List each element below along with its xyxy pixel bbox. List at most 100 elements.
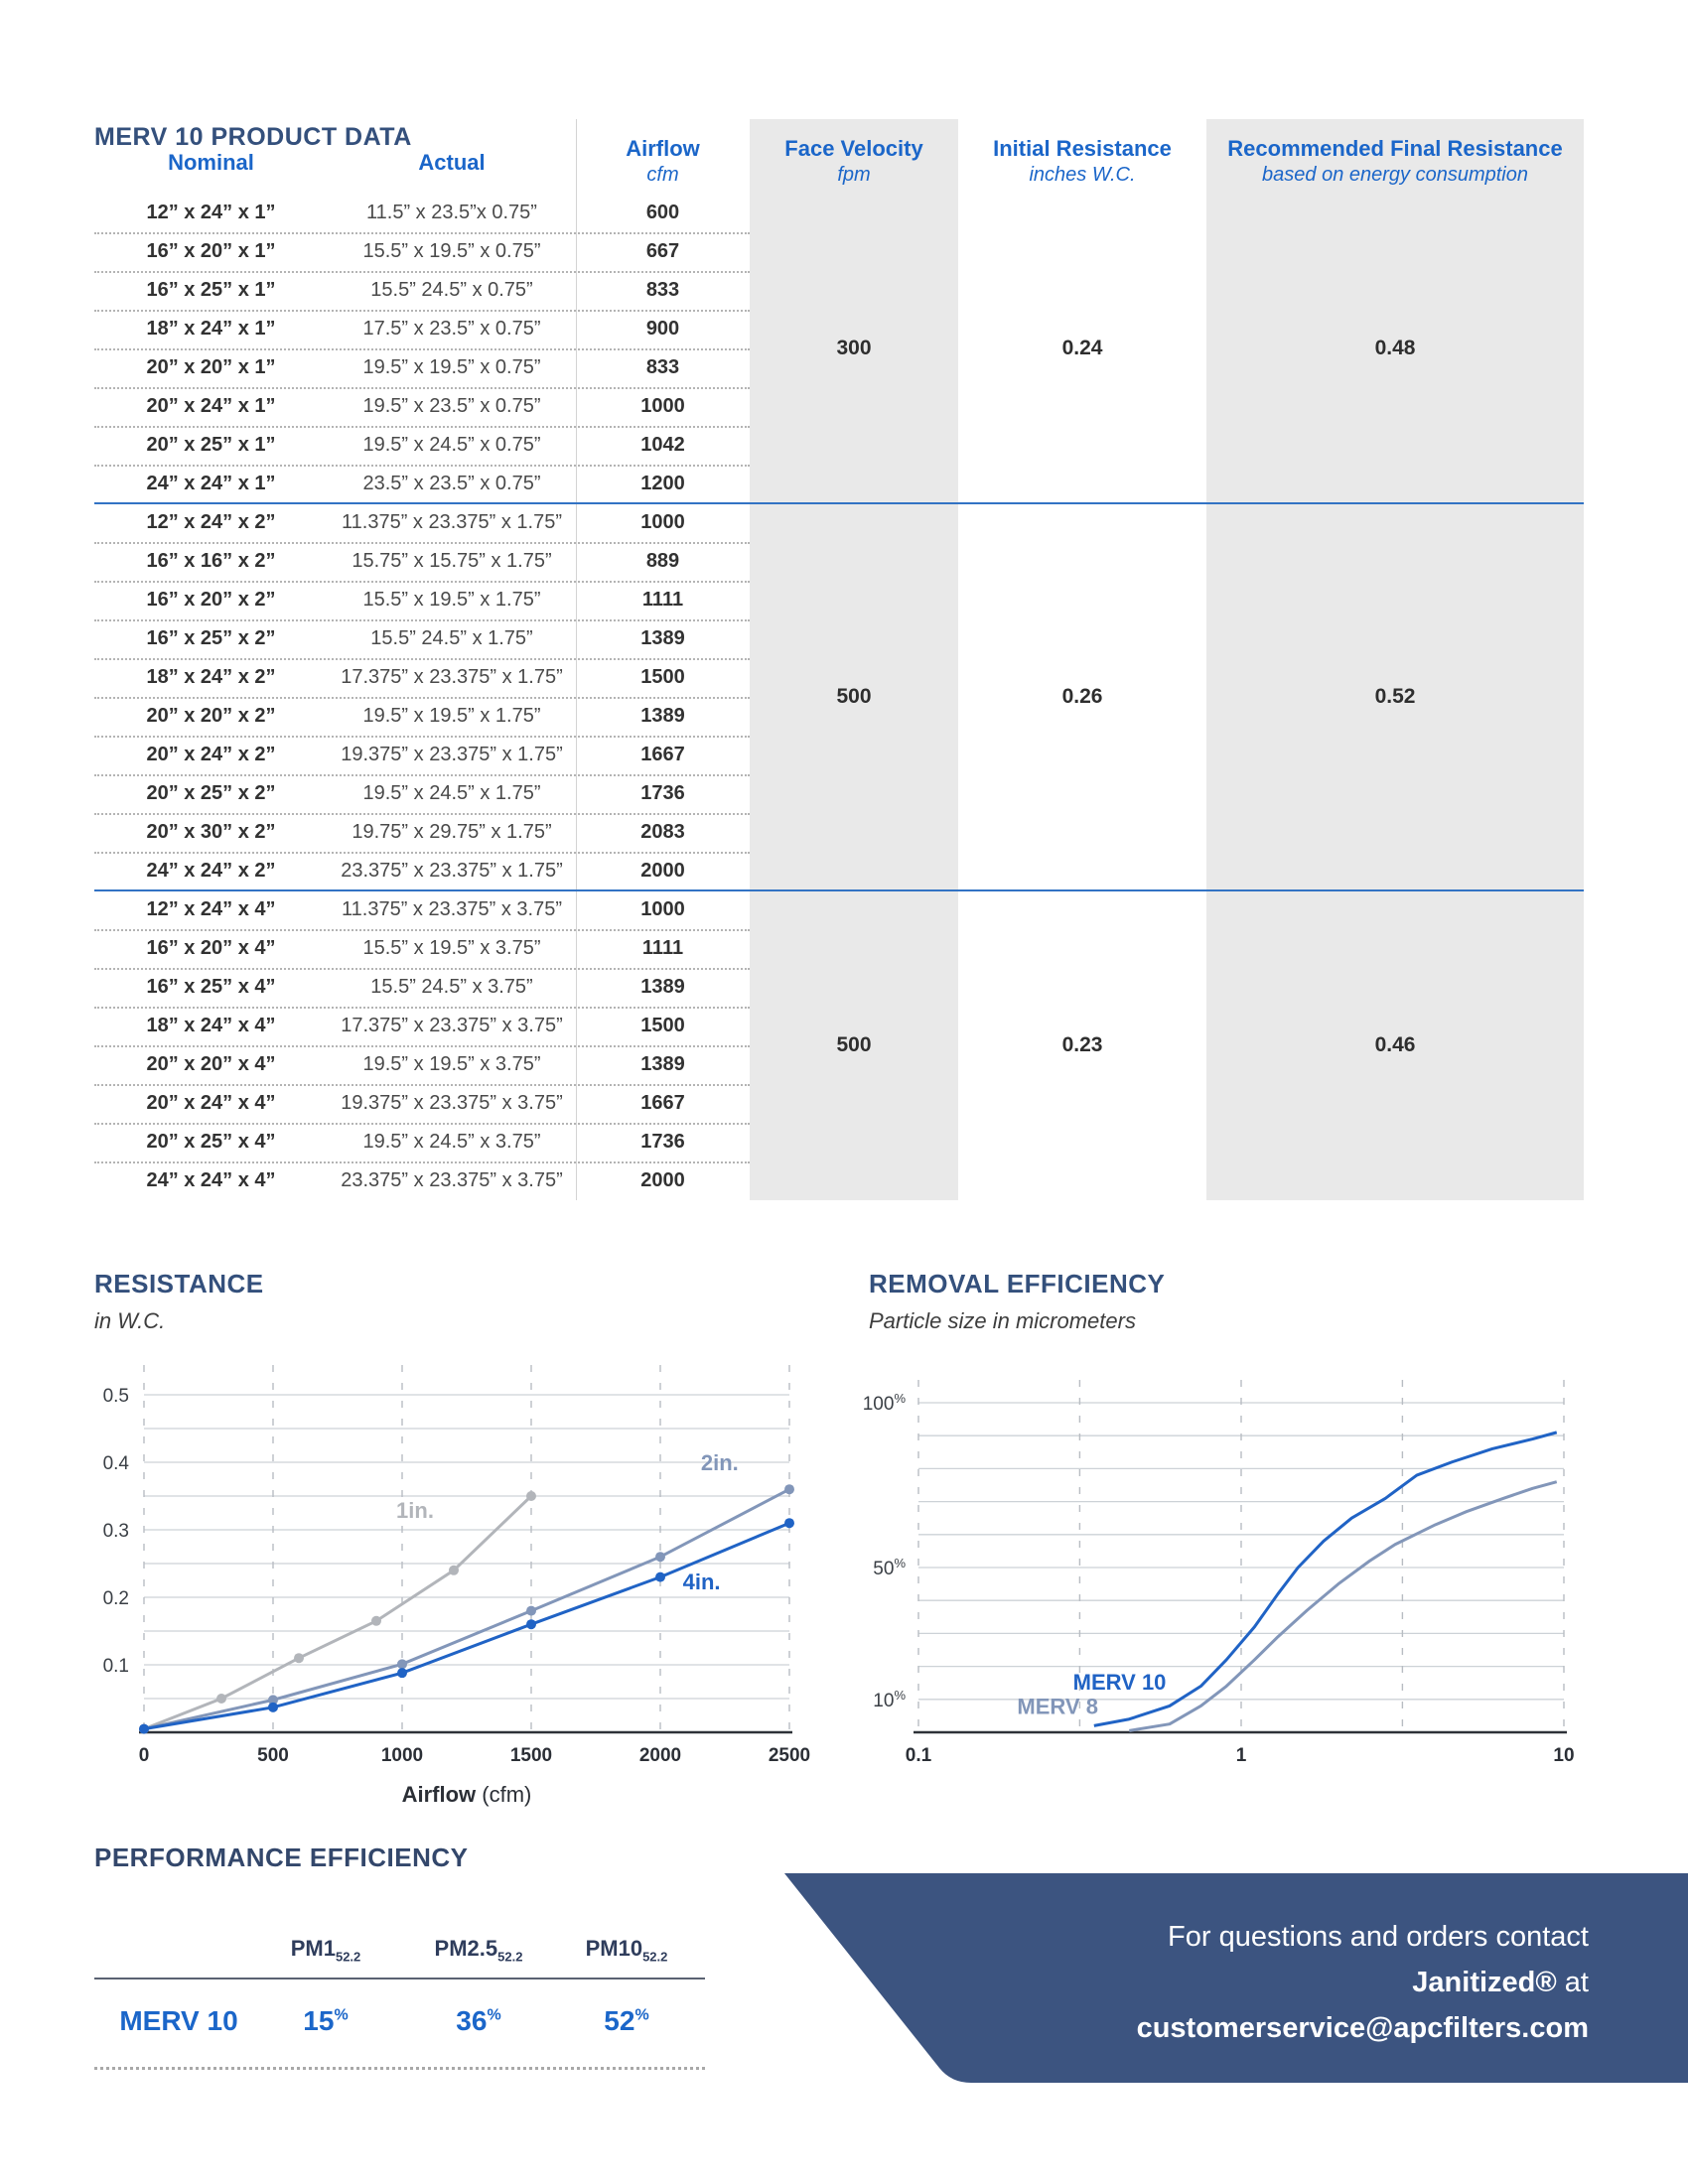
perf-value-pm2_5: 36%	[456, 2005, 501, 2036]
actual-cell: 19.5” x 19.5” x 3.75”	[362, 1053, 541, 1075]
data-point	[655, 1552, 665, 1563]
data-point	[449, 1565, 459, 1575]
group-separator-line	[94, 502, 1584, 504]
actual-cell: 19.375” x 23.375” x 3.75”	[341, 1092, 563, 1114]
actual-cell: 19.375” x 23.375” x 1.75”	[341, 744, 563, 765]
nominal-cell: 16” x 20” x 2”	[146, 589, 276, 611]
nominal-cell: 16” x 25” x 1”	[146, 279, 276, 301]
performance-title: PERFORMANCE EFFICIENCY	[94, 1843, 469, 1872]
actual-cell: 19.5” x 24.5” x 0.75”	[362, 434, 541, 456]
table-row: 24” x 24” x 4” 23.375” x 23.375” x 3.75” 2…	[94, 1161, 750, 1200]
table-row: 18” x 24” x 4” 17.375” x 23.375” x 3.75” 1…	[94, 1007, 750, 1047]
nominal-cell: 20” x 25” x 4”	[146, 1131, 276, 1153]
table-row: 24” x 24” x 1” 23.5” x 23.5” x 0.75” 1200	[94, 465, 750, 503]
actual-cell: 19.75” x 29.75” x 1.75”	[352, 821, 552, 843]
banner-text: For questions and orders contact Janitiz…	[750, 1914, 1589, 2051]
final-resistance-panel	[1206, 119, 1584, 1200]
table-row: 16” x 20” x 4” 15.5” x 19.5” x 3.75” 1111	[94, 929, 750, 970]
table-row: 18” x 24” x 2” 17.375” x 23.375” x 1.75” 1…	[94, 658, 750, 699]
initial-resistance-value: 0.23	[1061, 1033, 1103, 1056]
table-row: 12” x 24” x 2” 11.375” x 23.375” x 1.75” 1…	[94, 503, 750, 544]
banner-line2: Janitized® at	[1412, 1967, 1589, 1998]
data-point	[139, 1723, 149, 1734]
table-row: 16” x 20” x 2” 15.5” x 19.5” x 1.75” 1111	[94, 581, 750, 621]
actual-cell: 11.5” x 23.5”x 0.75”	[366, 202, 537, 223]
actual-cell: 15.5” 24.5” x 3.75”	[370, 976, 533, 998]
nominal-cell: 20” x 24” x 4”	[146, 1092, 276, 1114]
banner-email: customerservice@apcfilters.com	[1136, 2012, 1589, 2044]
svg-text:0.2: 0.2	[103, 1588, 129, 1609]
airflow-cell: 1111	[641, 589, 684, 611]
data-point	[526, 1605, 536, 1616]
column-header-final-resistance: Recommended Final Resistance based on en…	[1227, 136, 1563, 186]
perf-header-pm2_5: PM2.552.2	[434, 1936, 523, 1965]
initial-resistance-value: 0.26	[1061, 685, 1103, 708]
svg-text:2000: 2000	[639, 1745, 681, 1766]
face-velocity-value: 300	[836, 337, 872, 359]
airflow-cell: 889	[645, 550, 680, 572]
actual-cell: 17.5” x 23.5” x 0.75”	[362, 318, 541, 340]
svg-text:10: 10	[1553, 1745, 1574, 1766]
data-point	[268, 1702, 278, 1712]
nominal-cell: 24” x 24” x 1”	[146, 473, 276, 494]
airflow-cell: 1667	[640, 744, 685, 765]
perf-header-pm10: PM1052.2	[585, 1936, 668, 1965]
removal-chart-subtitle: Particle size in micrometers	[869, 1308, 1136, 1333]
airflow-cell: 1500	[640, 666, 685, 688]
product-data-table: Nominal Actual Airflow cfm Face Velocity…	[94, 119, 1584, 1200]
series-label-1in.: 1in.	[396, 1498, 434, 1523]
table-row: 16” x 25” x 4” 15.5” 24.5” x 3.75” 1389	[94, 968, 750, 1009]
svg-text:100%: 100%	[863, 1391, 907, 1415]
airflow-cell: 900	[645, 318, 680, 340]
data-point	[397, 1659, 407, 1670]
nominal-cell: 16” x 20” x 1”	[146, 240, 276, 262]
svg-text:0: 0	[139, 1745, 150, 1766]
nominal-cell: 18” x 24” x 1”	[146, 318, 276, 340]
actual-cell: 19.5” x 19.5” x 0.75”	[362, 356, 541, 378]
series-label-2in.: 2in.	[701, 1450, 739, 1475]
nominal-cell: 20” x 24” x 2”	[146, 744, 276, 765]
airflow-cell: 1000	[640, 395, 685, 417]
airflow-cell: 1200	[640, 473, 685, 494]
final-resistance-value: 0.48	[1374, 337, 1416, 359]
perf-value-pm1: 15%	[303, 2005, 349, 2036]
column-header-actual: Actual	[418, 150, 486, 175]
series-line-MERV-10	[1093, 1431, 1558, 1727]
svg-text:2500: 2500	[769, 1745, 810, 1766]
nominal-cell: 18” x 24” x 2”	[146, 666, 276, 688]
table-row: 20” x 25” x 4” 19.5” x 24.5” x 3.75” 1736	[94, 1123, 750, 1163]
airflow-cell: 1736	[640, 1131, 685, 1153]
airflow-cell: 1042	[640, 434, 685, 456]
data-point	[784, 1484, 794, 1495]
data-point	[268, 1695, 278, 1706]
svg-text:0.1: 0.1	[906, 1745, 932, 1766]
airflow-cell: 667	[645, 240, 680, 262]
actual-cell: 19.5” x 19.5” x 1.75”	[362, 705, 541, 727]
series-label-MERV-8: MERV 8	[1017, 1695, 1098, 1719]
data-point	[784, 1518, 794, 1529]
airflow-cell: 1500	[640, 1015, 685, 1036]
resistance-x-axis-label: Airflow (cfm)	[401, 1782, 532, 1807]
nominal-cell: 24” x 24” x 4”	[146, 1169, 276, 1191]
nominal-cell: 12” x 24” x 4”	[146, 898, 276, 920]
svg-text:0.4: 0.4	[103, 1453, 130, 1474]
perf-value-pm10: 52%	[604, 2005, 649, 2036]
actual-cell: 15.5” x 19.5” x 3.75”	[362, 937, 541, 959]
data-point	[655, 1571, 665, 1582]
column-header-face-velocity: Face Velocity fpm	[784, 136, 923, 186]
actual-cell: 15.5” x 19.5” x 1.75”	[362, 589, 541, 611]
airflow-cell: 1389	[640, 627, 685, 649]
svg-text:1: 1	[1236, 1745, 1247, 1766]
airflow-cell: 833	[645, 279, 680, 301]
airflow-cell: 1000	[640, 898, 685, 920]
svg-text:0.3: 0.3	[103, 1521, 129, 1542]
resistance-chart-title: RESISTANCE	[94, 1269, 264, 1298]
banner-shape	[784, 1873, 1688, 2083]
nominal-cell: 20” x 30” x 2”	[146, 821, 276, 843]
face-velocity-value: 500	[836, 685, 872, 708]
actual-cell: 15.5” 24.5” x 1.75”	[370, 627, 533, 649]
initial-resistance-value: 0.24	[1061, 337, 1103, 359]
svg-text:1500: 1500	[510, 1745, 552, 1766]
series-line-MERV-8	[1129, 1480, 1558, 1732]
perf-row-label: MERV 10	[119, 2005, 238, 2036]
